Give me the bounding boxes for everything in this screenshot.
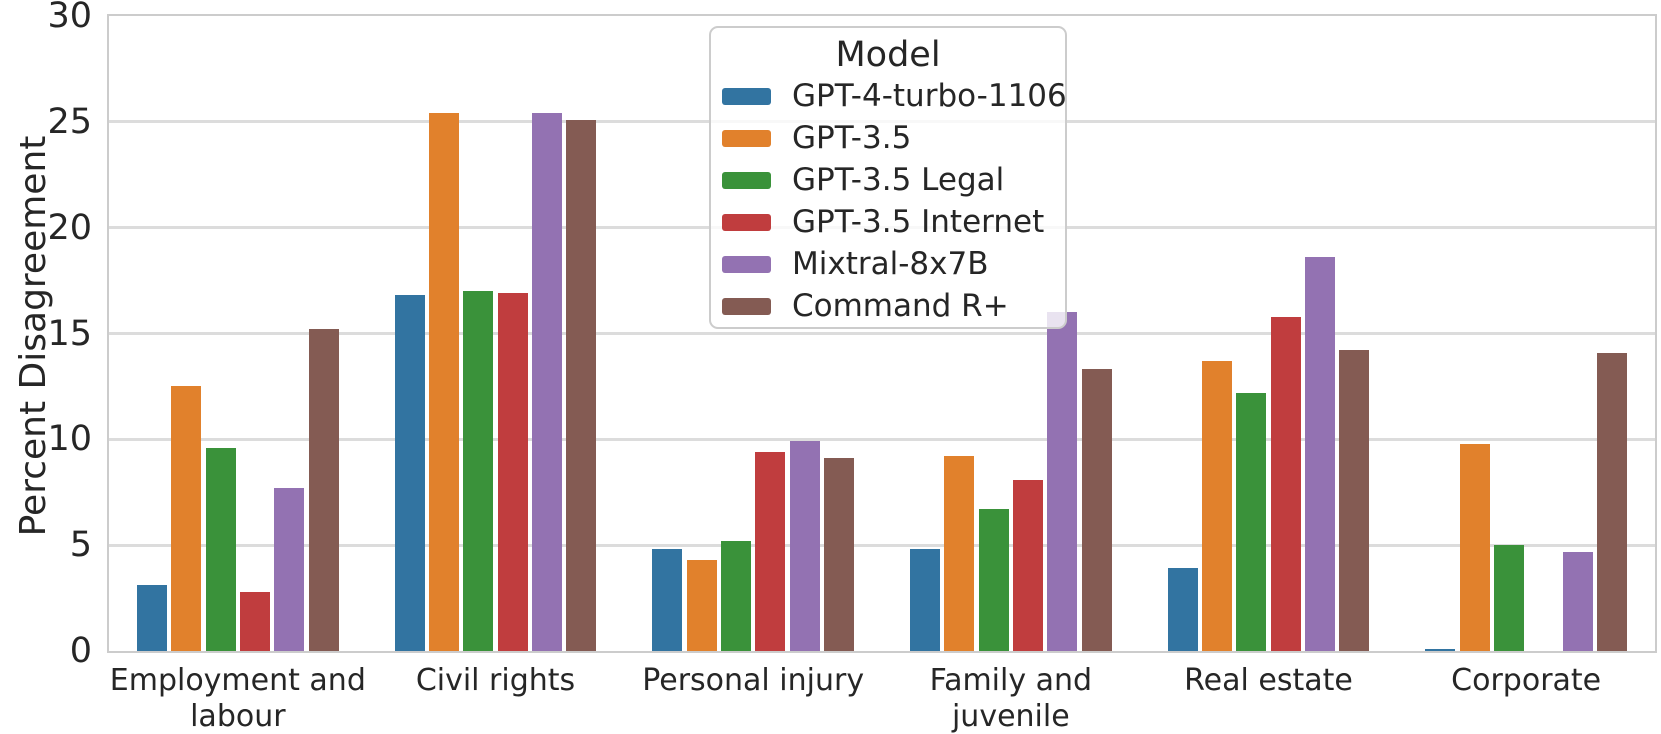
legend-label: GPT-3.5 Legal xyxy=(792,162,1005,198)
bar-GPT-4-turbo-1106-Employment and labour xyxy=(136,585,167,651)
bar-GPT-3.5-Corporate xyxy=(1459,443,1490,651)
bar-GPT-3.5 Legal-Civil rights xyxy=(463,291,494,651)
bar-Command R+-Personal injury xyxy=(824,458,855,651)
bar-GPT-3.5 Internet-Civil rights xyxy=(497,293,528,651)
y-tick-label-15: 15 xyxy=(47,313,92,354)
y-tick-label-10: 10 xyxy=(47,419,92,460)
x-tick-label-Personal injury: Personal injury xyxy=(642,663,865,698)
legend-row-GPT-3.5: GPT-3.5 xyxy=(711,117,1065,159)
x-tick-label-Employment and labour: Employment and labour xyxy=(109,663,366,734)
bar-Mixtral-8x7B-Personal injury xyxy=(789,441,820,651)
bar-Command R+-Corporate xyxy=(1597,352,1628,651)
bar-GPT-4-turbo-1106-Real estate xyxy=(1167,568,1198,651)
bar-Mixtral-8x7B-Civil rights xyxy=(532,113,562,651)
bar-GPT-3.5 Legal-Corporate xyxy=(1494,545,1524,651)
bar-Command R+-Real estate xyxy=(1339,350,1370,651)
legend-row-GPT-3.5 Internet: GPT-3.5 Internet xyxy=(711,201,1065,243)
legend-label: GPT-3.5 xyxy=(792,120,912,156)
bar-GPT-3.5 Internet-Employment and labour xyxy=(240,591,270,651)
bar-GPT-3.5 Internet-Family and juvenile xyxy=(1013,479,1043,651)
x-tick-label-Corporate: Corporate xyxy=(1451,663,1602,698)
bar-Mixtral-8x7B-Employment and labour xyxy=(274,488,305,651)
y-tick-label-0: 0 xyxy=(69,631,92,671)
x-tick-label-Family and juvenile: Family and juvenile xyxy=(929,663,1093,734)
legend-rows: GPT-4-turbo-1106 GPT-3.5 GPT-3.5 Legal GPT-… xyxy=(711,75,1067,327)
bar-GPT-3.5 Legal-Employment and labour xyxy=(205,447,236,651)
bar-GPT-3.5 Legal-Real estate xyxy=(1236,392,1267,651)
y-tick-label-25: 25 xyxy=(47,101,92,142)
bar-GPT-3.5 Legal-Family and juvenile xyxy=(978,509,1009,651)
legend-title: Model xyxy=(835,35,941,75)
legend-row-Command R+: Command R+ xyxy=(711,285,1065,327)
legend-row-Mixtral-8x7B: Mixtral-8x7B xyxy=(711,243,1065,285)
bar-GPT-3.5-Real estate xyxy=(1201,361,1232,651)
bar-GPT-3.5 Internet-Real estate xyxy=(1270,316,1301,651)
gridline-y-5 xyxy=(109,543,1655,547)
legend: Model GPT-4-turbo-1106 GPT-3.5 GPT-3.5 Leg… xyxy=(709,26,1067,329)
bar-GPT-4-turbo-1106-Personal injury xyxy=(652,549,683,651)
legend-label: Mixtral-8x7B xyxy=(792,246,989,282)
legend-label: Command R+ xyxy=(792,288,1009,324)
x-tick-label-Civil rights: Civil rights xyxy=(415,663,576,698)
bar-GPT-3.5-Civil rights xyxy=(428,113,459,651)
y-tick-label-30: 30 xyxy=(47,0,92,36)
legend-label: GPT-4-turbo-1106 xyxy=(792,78,1067,114)
legend-label: GPT-3.5 Internet xyxy=(792,204,1045,240)
legend-swatch-icon xyxy=(722,129,771,147)
legend-swatch-icon xyxy=(722,213,771,231)
bar-GPT-3.5 Internet-Personal injury xyxy=(755,452,786,651)
bar-Command R+-Civil rights xyxy=(566,119,597,651)
legend-swatch-icon xyxy=(722,171,771,189)
y-tick-label-5: 5 xyxy=(69,525,92,566)
legend-row-GPT-3.5 Legal: GPT-3.5 Legal xyxy=(711,159,1065,201)
bar-GPT-3.5 Legal-Personal injury xyxy=(721,540,751,651)
legend-swatch-icon xyxy=(722,87,771,105)
bar-GPT-3.5-Personal injury xyxy=(686,559,717,651)
y-tick-label-20: 20 xyxy=(47,207,92,248)
gridline-y-15 xyxy=(109,332,1655,335)
bar-Mixtral-8x7B-Real estate xyxy=(1305,257,1335,651)
x-tick-label-Real estate: Real estate xyxy=(1184,663,1353,698)
bar-GPT-3.5-Family and juvenile xyxy=(944,456,975,651)
legend-swatch-icon xyxy=(722,297,771,315)
bar-GPT-4-turbo-1106-Family and juvenile xyxy=(909,549,940,651)
bar-Mixtral-8x7B-Corporate xyxy=(1562,551,1593,651)
bar-Command R+-Employment and labour xyxy=(308,329,339,651)
legend-row-GPT-4-turbo-1106: GPT-4-turbo-1106 xyxy=(711,75,1067,117)
bar-GPT-3.5-Employment and labour xyxy=(171,386,202,651)
bar-Mixtral-8x7B-Family and juvenile xyxy=(1047,312,1078,651)
gridline-y-10 xyxy=(109,437,1655,441)
bar-GPT-4-turbo-1106-Civil rights xyxy=(394,295,425,651)
legend-swatch-icon xyxy=(722,255,771,273)
bar-GPT-4-turbo-1106-Corporate xyxy=(1425,648,1456,651)
bar-Command R+-Family and juvenile xyxy=(1081,369,1112,651)
